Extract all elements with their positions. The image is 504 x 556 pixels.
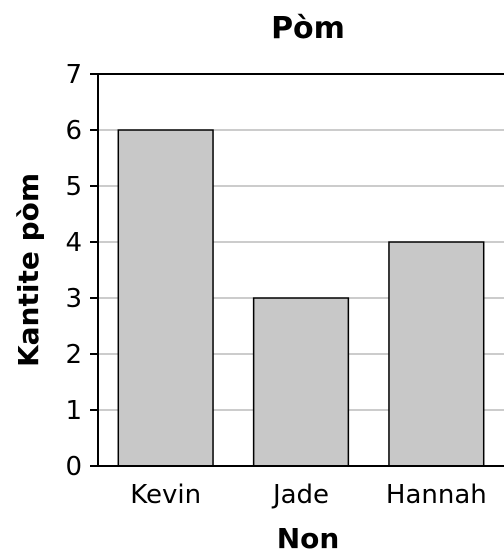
y-tick-label: 6 [65, 116, 82, 146]
x-axis-label: Non [277, 522, 340, 555]
y-tick-label: 1 [65, 396, 82, 426]
y-tick-label: 2 [65, 340, 82, 370]
y-tick-label: 4 [65, 228, 82, 258]
x-tick-label: Hannah [386, 480, 487, 510]
x-tick-label: Jade [271, 480, 329, 510]
x-tick-labels: Kevin Jade Hannah [130, 480, 487, 510]
y-tick-label: 3 [65, 284, 82, 314]
bars [117, 129, 485, 467]
x-tick-label: Kevin [130, 480, 201, 510]
y-tick-label: 5 [65, 172, 82, 202]
bar-kevin [117, 129, 214, 467]
bar-hannah [388, 241, 485, 467]
bar-jade [252, 297, 350, 467]
y-tick-labels: 0 1 2 3 4 5 6 7 [65, 60, 98, 482]
y-tick-label: 7 [65, 60, 82, 90]
y-axis-label: Kantite pòm [12, 173, 45, 367]
y-tick-label: 0 [65, 452, 82, 482]
chart-title: Pòm [271, 11, 345, 46]
